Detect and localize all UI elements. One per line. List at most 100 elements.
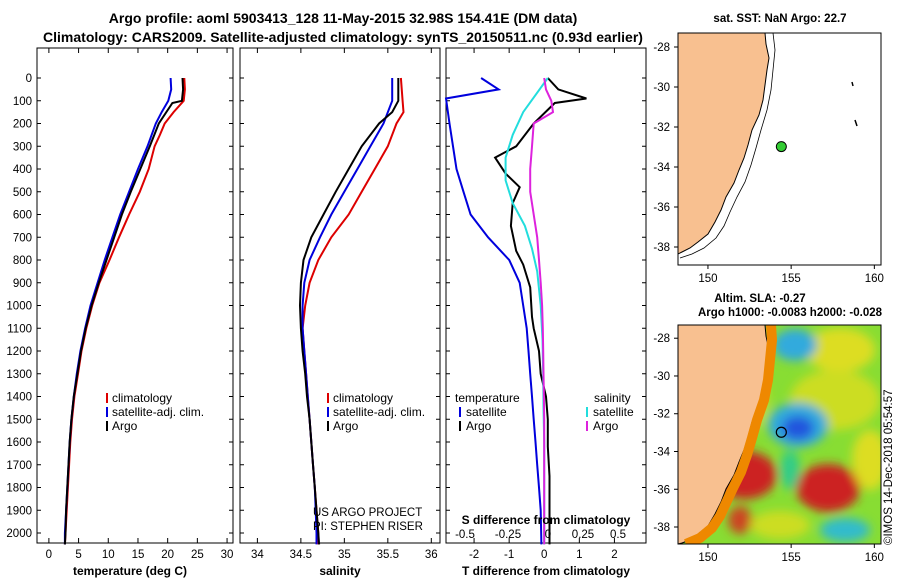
temperature-axis-label: temperature (deg C) xyxy=(73,564,187,578)
x-tick-label: 2 xyxy=(611,549,617,561)
sst-map: sat. SST: NaN Argo: 22.7 -28 -30 -32 -34 -36… xyxy=(653,13,884,285)
sst-map-lon-ticks: 150 155 160 xyxy=(698,265,884,285)
header-line-1: Argo profile: aoml 5903413_128 11-May-20… xyxy=(109,10,577,26)
lon-tick-label: 150 xyxy=(698,273,717,285)
x-tick-label: 35 xyxy=(338,549,351,561)
difference-lines xyxy=(444,77,587,545)
depth-tick-label: 1200 xyxy=(6,346,32,358)
depth-tick-label: 0 xyxy=(26,73,32,85)
legend-label: Argo xyxy=(333,419,359,433)
depth-tick-label: 100 xyxy=(13,96,32,108)
legend-label: climatology xyxy=(112,391,172,405)
depth-tick-label: 1600 xyxy=(6,437,32,449)
series-line-sal-argo xyxy=(529,77,555,545)
depth-tick-label: 1800 xyxy=(6,483,32,495)
project-note: US ARGO PROJECT xyxy=(313,507,422,519)
salinity-panel: 34 34.5 35 35.5 36 salinity climatologysatel… xyxy=(239,47,441,578)
lat-tick-label: -34 xyxy=(653,446,670,458)
x-tick-label: 35.5 xyxy=(377,549,399,561)
legend-label: Argo xyxy=(466,419,492,433)
lon-tick-label: 150 xyxy=(698,552,717,564)
series-line-satellite-adj-clim- xyxy=(63,77,173,545)
salinity-lines xyxy=(298,77,405,545)
sst-map-island xyxy=(854,119,858,127)
difference-panel: -2 -1 0 1 2 T difference from climatology S … xyxy=(444,47,647,578)
x-tick-label: 1 xyxy=(576,549,582,561)
salinity-frame xyxy=(239,47,441,544)
series-line-climatology xyxy=(301,77,405,545)
legend-label: Argo xyxy=(112,419,138,433)
sla-map-lat-ticks: -28 -30 -32 -34 -36 -38 xyxy=(653,333,678,534)
depth-tick-label: 1000 xyxy=(6,301,32,313)
lat-tick-label: -36 xyxy=(653,484,670,496)
pi-note: PI: STEPHEN RISER xyxy=(313,521,423,533)
legend-label: Argo xyxy=(593,419,619,433)
lat-tick-label: -34 xyxy=(653,162,670,174)
salinity-difference-tick-label: 0.5 xyxy=(610,529,626,541)
imos-stamp: ©IMOS 14-Dec-2018 05:54:57 xyxy=(883,389,895,545)
legend-label: satellite xyxy=(593,405,634,419)
lat-tick-label: -38 xyxy=(653,242,670,254)
depth-tick-label: 400 xyxy=(13,164,32,176)
lat-tick-label: -28 xyxy=(653,42,670,54)
temperature-x-ticks: 0 5 10 15 20 25 30 xyxy=(46,48,233,561)
depth-tick-label: 1300 xyxy=(6,369,32,381)
sst-map-lat-ticks: -28 -30 -32 -34 -36 -38 xyxy=(653,42,678,254)
depth-tick-label: 1900 xyxy=(6,505,32,517)
depth-tick-label: 1500 xyxy=(6,414,32,426)
legend-label: climatology xyxy=(333,391,393,405)
x-tick-label: 36 xyxy=(425,549,438,561)
temperature-lines xyxy=(63,77,186,545)
difference-legend: temperature salinitysatelliteArgosatellit… xyxy=(455,391,634,433)
x-tick-label: -1 xyxy=(504,549,514,561)
lon-tick-label: 155 xyxy=(782,552,801,564)
depth-tick-label: 500 xyxy=(13,187,32,199)
sla-map-frame xyxy=(677,324,882,545)
lat-tick-label: -36 xyxy=(653,202,670,214)
depth-tick-label: 200 xyxy=(13,119,32,131)
salinity-difference-axis-label: S difference from climatology xyxy=(462,513,631,527)
series-line-Argo xyxy=(63,77,185,545)
sla-map: Altim. SLA: -0.27 Argo h1000: -0.0083 h2… xyxy=(653,293,884,564)
depth-tick-label: 2000 xyxy=(6,528,32,540)
salinity-difference-tick-label: 0.25 xyxy=(572,529,594,541)
salinity-difference-tick-label: -0.25 xyxy=(495,529,521,541)
lat-tick-label: -38 xyxy=(653,522,670,534)
series-line-climatology xyxy=(63,77,186,545)
depth-tick-label: 700 xyxy=(13,232,32,244)
x-tick-label: 5 xyxy=(75,549,81,561)
legend-title-salinity: salinity xyxy=(594,391,631,405)
depth-tick-label: 1100 xyxy=(7,323,32,335)
lat-tick-label: -30 xyxy=(653,82,670,94)
salinity-difference-tick-label: -0.5 xyxy=(455,529,475,541)
legend-label: satellite xyxy=(466,405,507,419)
lat-tick-label: -32 xyxy=(653,409,670,421)
x-tick-label: 0 xyxy=(541,549,547,561)
x-tick-label: 34 xyxy=(251,549,264,561)
argo-position-marker-sla xyxy=(775,426,787,438)
depth-tick-labels: 0 100 200 300 400 500 600 700 800 900 1000 1100 1200… xyxy=(6,73,646,540)
depth-tick-label: 300 xyxy=(13,141,32,153)
x-tick-label: 34.5 xyxy=(290,549,312,561)
legend-title-temperature: temperature xyxy=(455,391,520,405)
x-tick-label: 0 xyxy=(46,549,52,561)
sla-map-title-1: Altim. SLA: -0.27 xyxy=(714,293,805,305)
sla-map-lon-ticks: 150 155 160 xyxy=(698,544,884,564)
lon-tick-label: 160 xyxy=(865,273,884,285)
depth-tick-label: 1400 xyxy=(6,392,32,404)
lat-tick-label: -32 xyxy=(653,122,670,134)
sst-map-land xyxy=(678,33,770,255)
argo-position-marker xyxy=(775,141,787,153)
depth-tick-label: 1700 xyxy=(6,460,32,472)
depth-tick-label: 800 xyxy=(13,255,32,267)
salinity-x-ticks: 34 34.5 35 35.5 36 xyxy=(251,48,438,561)
salinity-difference-ticks: -0.5 -0.25 0 0.25 0.5 xyxy=(455,529,626,541)
x-tick-label: 10 xyxy=(102,549,115,561)
legend-label: satellite-adj. clim. xyxy=(333,405,425,419)
sla-map-coastal-band xyxy=(684,325,778,544)
difference-frame xyxy=(445,47,647,544)
lat-tick-label: -28 xyxy=(653,333,670,345)
sla-heatmap xyxy=(678,325,881,544)
header-line-2: Climatology: CARS2009. Satellite-adjuste… xyxy=(43,29,643,45)
